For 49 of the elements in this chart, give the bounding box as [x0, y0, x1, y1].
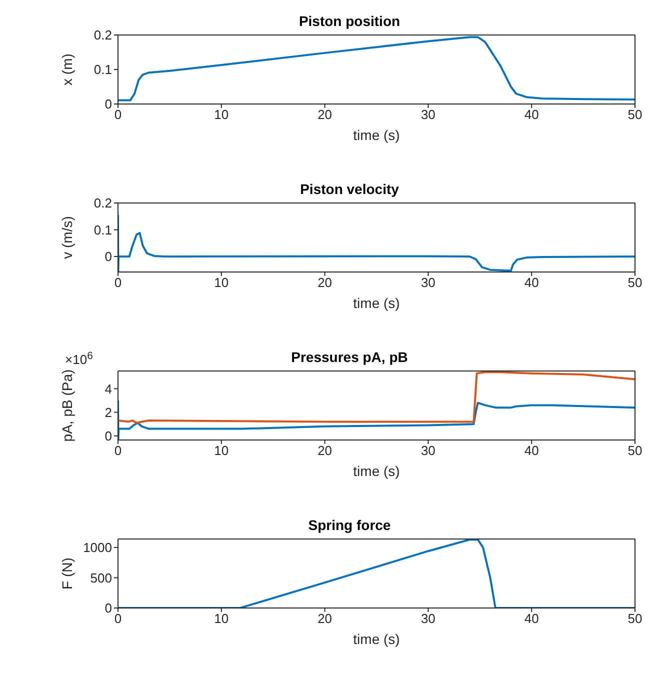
x-axis-title: time (s): [353, 463, 400, 479]
x-tick-label: 40: [524, 107, 539, 122]
x-tick-label: 10: [214, 275, 229, 290]
x-axis-title: time (s): [353, 631, 400, 647]
y-tick-label: 0.2: [94, 28, 112, 43]
x-tick-label: 20: [318, 275, 332, 290]
chart-title: Piston position: [298, 13, 400, 29]
x-axis-title: time (s): [353, 127, 400, 143]
y-axis-title: x (m): [58, 54, 75, 86]
text: ×10$^{6}$: [65, 350, 94, 367]
x-tick-label: 0: [114, 611, 122, 626]
y-tick-label: 0: [104, 96, 112, 112]
x-tick-label: 50: [628, 275, 642, 290]
x-tick-label: 10: [214, 611, 229, 626]
x-tick-label: 20: [318, 443, 332, 458]
chart-title: Pressures pA, pB: [291, 349, 408, 365]
x-tick-label: 50: [628, 611, 642, 626]
x-tick-label: 10: [214, 107, 229, 122]
y-tick-label: 0.2: [94, 196, 112, 211]
x-tick-label: 30: [420, 611, 436, 626]
x-tick-label: 30: [420, 107, 436, 122]
y-axis-title: F (N): [58, 558, 75, 590]
y-tick-label: 4: [104, 381, 112, 396]
chart-title: Spring force: [308, 517, 391, 533]
y-tick-label: 2: [104, 404, 112, 420]
x-tick-label: 20: [318, 611, 332, 626]
y-axis-title: pA, pB (Pa): [58, 369, 75, 442]
y-tick-label: 0: [104, 249, 112, 264]
x-tick-label: 50: [628, 443, 642, 458]
y-axis-title: v (m/s): [58, 216, 75, 259]
x-tick-label: 20: [318, 107, 332, 122]
x-tick-label: 40: [524, 443, 539, 458]
x-tick-label: 0: [114, 107, 122, 122]
y-tick-label: 0: [104, 600, 112, 616]
y-tick-label: 0: [104, 428, 112, 444]
x-tick-label: 40: [524, 611, 539, 626]
x-tick-label: 0: [114, 443, 122, 458]
y-tick-label: 0.1: [94, 62, 112, 78]
x-tick-label: 40: [524, 275, 539, 290]
y-tick-label: 1000: [83, 540, 112, 556]
chart-title: Piston velocity: [300, 181, 400, 197]
x-tick-label: 10: [214, 443, 229, 458]
y-tick-label: 0.1: [94, 222, 112, 238]
y-tick-label: 500: [90, 570, 112, 586]
x-tick-label: 30: [420, 443, 436, 458]
x-tick-label: 30: [420, 275, 436, 290]
x-axis-title: time (s): [353, 295, 400, 311]
x-tick-label: 50: [628, 107, 642, 122]
x-tick-label: 0: [114, 275, 122, 290]
